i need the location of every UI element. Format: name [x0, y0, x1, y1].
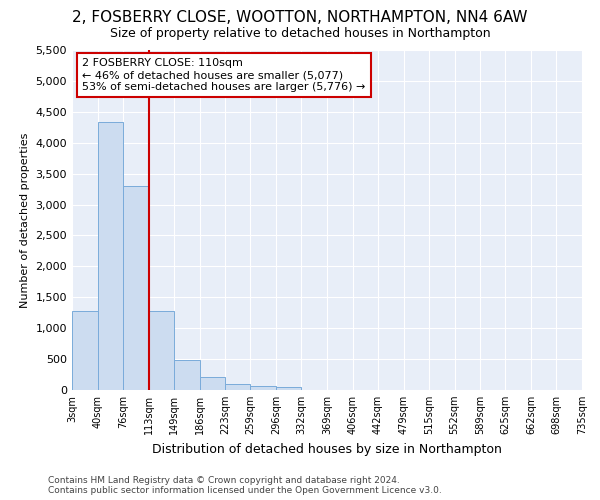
Bar [225, 384, 250, 390]
X-axis label: Distribution of detached houses by size in Northampton: Distribution of detached houses by size … [152, 442, 502, 456]
Bar [149, 310, 174, 390]
Bar [250, 386, 276, 390]
Y-axis label: Number of detached properties: Number of detached properties [20, 132, 30, 308]
Bar [98, 122, 123, 390]
Bar [123, 186, 149, 390]
Bar [72, 312, 98, 390]
Bar [174, 360, 199, 390]
Text: 2, FOSBERRY CLOSE, WOOTTON, NORTHAMPTON, NN4 6AW: 2, FOSBERRY CLOSE, WOOTTON, NORTHAMPTON,… [72, 10, 528, 25]
Bar [276, 386, 301, 390]
Text: Size of property relative to detached houses in Northampton: Size of property relative to detached ho… [110, 28, 490, 40]
Text: Contains HM Land Registry data © Crown copyright and database right 2024.
Contai: Contains HM Land Registry data © Crown c… [48, 476, 442, 495]
Bar [199, 376, 225, 390]
Text: 2 FOSBERRY CLOSE: 110sqm
← 46% of detached houses are smaller (5,077)
53% of sem: 2 FOSBERRY CLOSE: 110sqm ← 46% of detach… [82, 58, 365, 92]
